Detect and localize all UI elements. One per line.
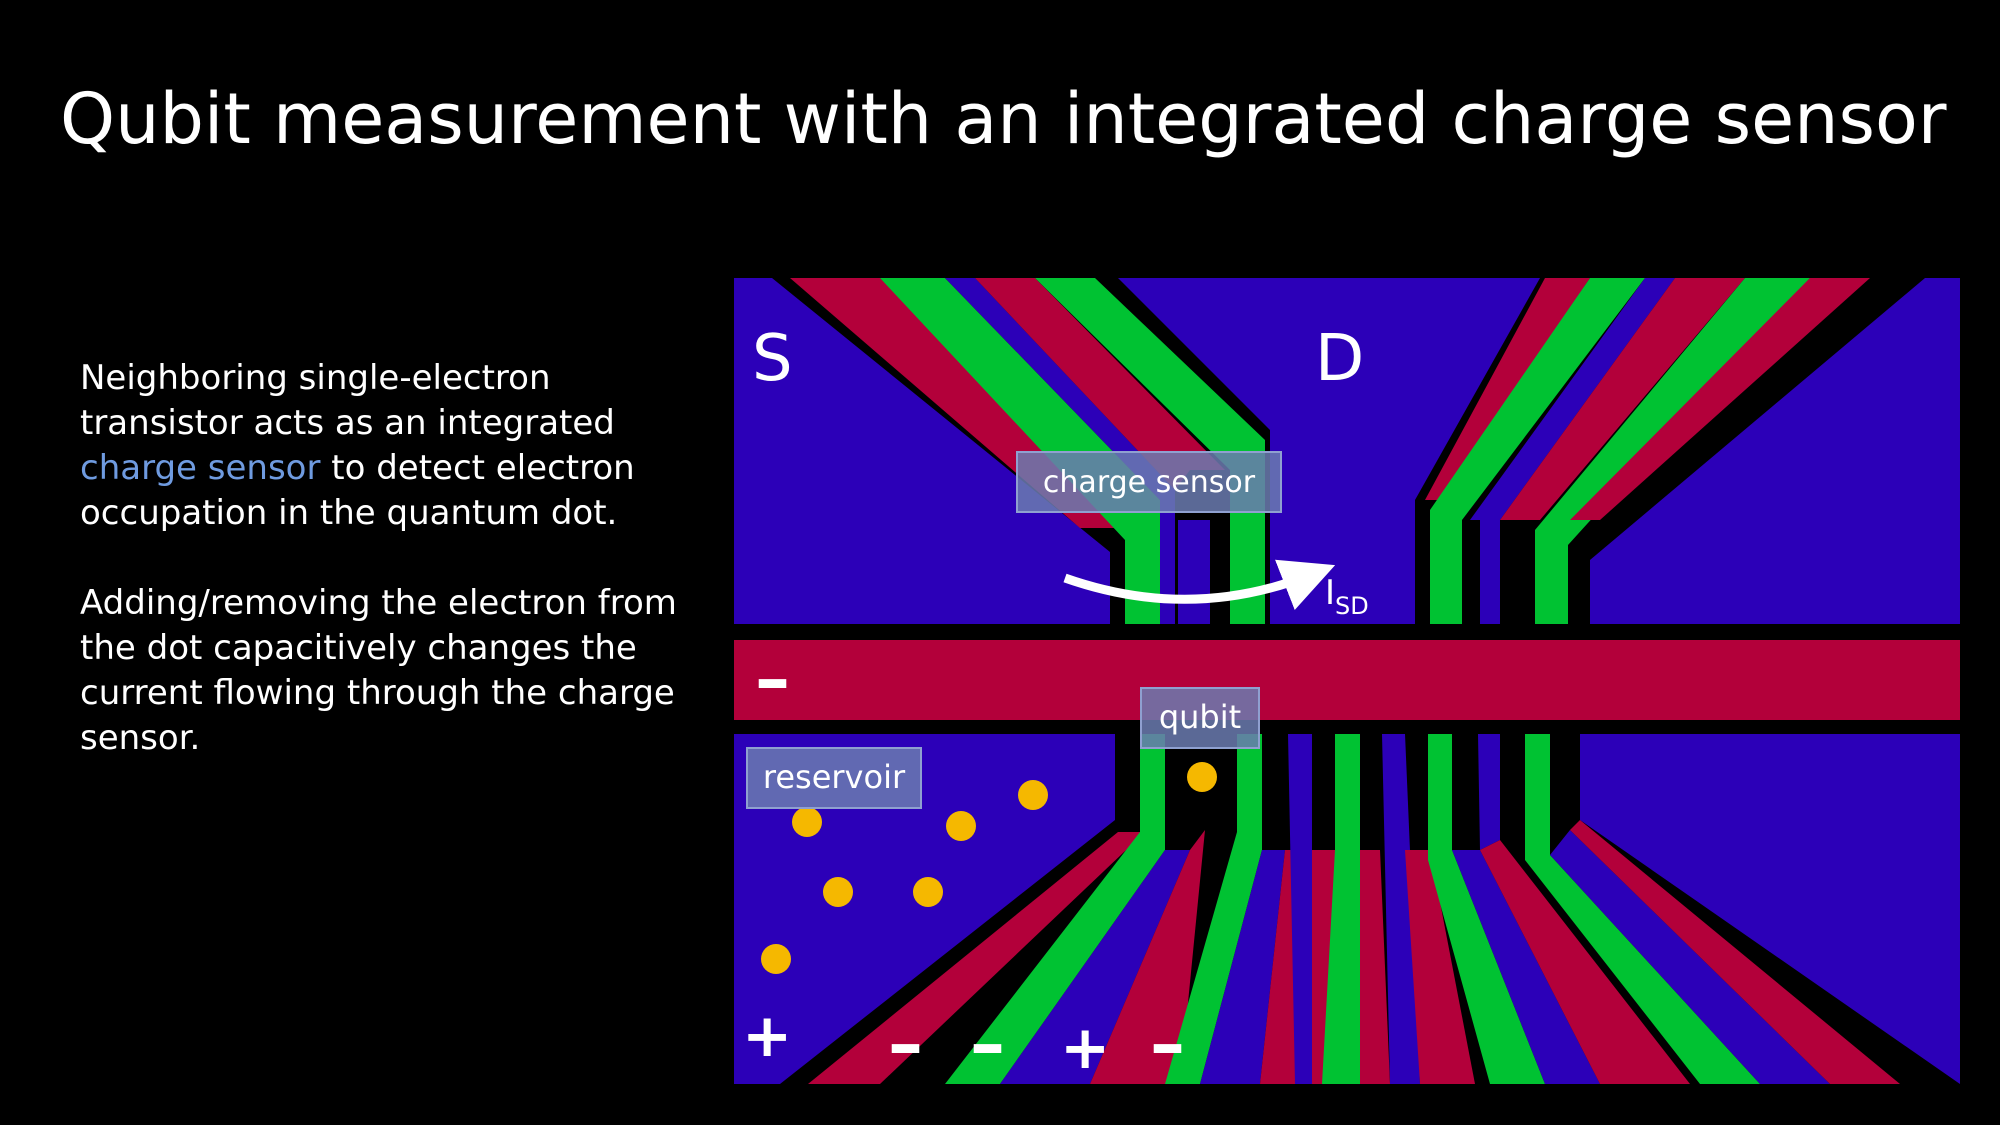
- fan-blue-4: [1382, 734, 1420, 1084]
- slide-title: Qubit measurement with an integrated cha…: [60, 78, 1947, 160]
- qubit-box: [1140, 687, 1260, 749]
- fan-red-6: [1405, 850, 1475, 1084]
- right-red-band-2: [1500, 278, 1745, 520]
- barrier-gate: [734, 640, 1960, 720]
- gate-sign-4: –: [1150, 1003, 1185, 1085]
- fan-blue-2: [1200, 850, 1285, 1084]
- electron: [1018, 780, 1048, 810]
- right-blue-gap: [1480, 520, 1500, 624]
- bottom-region: [734, 734, 1960, 1084]
- left-red-band-2: [975, 278, 1225, 490]
- gate-sign-3: +: [1060, 1013, 1110, 1083]
- gate-sign-2: –: [970, 1003, 1005, 1085]
- fan-red-7: [1480, 840, 1690, 1084]
- qubit-electron: [1187, 762, 1217, 792]
- fan-red-3: [1260, 850, 1300, 1084]
- qubit-label: qubit: [1159, 698, 1241, 736]
- current-main: I: [1325, 573, 1335, 613]
- right-red-band-1: [1425, 278, 1590, 500]
- charge-sensor-callout: charge sensor: [1016, 451, 1282, 513]
- drain-label: D: [1315, 322, 1364, 396]
- electron: [823, 877, 853, 907]
- reservoir-callout: reservoir: [746, 747, 922, 809]
- charge-sensor-label: charge sensor: [1043, 465, 1256, 500]
- right-blue-band-1: [1470, 278, 1675, 520]
- description: Neighboring single-electron transistor a…: [80, 356, 680, 806]
- charge-sensor-box: [1016, 451, 1282, 513]
- current-sub: SD: [1335, 592, 1369, 620]
- fan-blue-1: [1000, 850, 1190, 1084]
- fan-green-5: [1525, 734, 1760, 1084]
- qubit-callout: qubit: [1140, 687, 1260, 749]
- fan-red-8: [1570, 820, 1900, 1084]
- right-green-band-2: [1535, 278, 1810, 624]
- current-label: ISD: [1325, 573, 1369, 620]
- current-arrow: [1063, 559, 1336, 610]
- reservoir-sign: +: [742, 1001, 792, 1071]
- paragraph1-text-end: to detect electron occupation in the qua…: [80, 448, 635, 533]
- fan-red-5: [1360, 850, 1390, 1084]
- fan-red-1: [808, 832, 1145, 1084]
- fan-blue-3: [1288, 734, 1312, 1084]
- paragraph-capacitive: Adding/removing the electron from the do…: [80, 583, 677, 758]
- fan-blue-6: [1478, 734, 1500, 850]
- fan-green-3: [1322, 734, 1360, 1084]
- electron: [792, 807, 822, 837]
- source-label: S: [752, 322, 793, 396]
- fan-green-4: [1428, 734, 1545, 1084]
- barrier-sign: –: [755, 638, 790, 720]
- electron: [946, 811, 976, 841]
- reservoir-box: [746, 747, 922, 809]
- fan-green-1: [945, 734, 1165, 1084]
- fan-blue-5: [1452, 850, 1600, 1084]
- electron: [761, 944, 791, 974]
- right-red-band-3: [1570, 278, 1870, 520]
- fan-green-2: [1165, 734, 1262, 1084]
- paragraph-charge-sensor: Neighboring single-electron transistor a…: [80, 356, 680, 536]
- paragraph1-text: Neighboring single-electron transistor a…: [80, 358, 615, 443]
- fan-red-2: [1090, 830, 1205, 1084]
- fan-blue-7: [1550, 830, 1830, 1084]
- right-green-band-1: [1430, 278, 1645, 624]
- charge-sensor-highlight: charge sensor: [80, 448, 321, 488]
- left-blue-band-2: [1178, 520, 1210, 624]
- reservoir-label: reservoir: [763, 758, 906, 796]
- gate-sign-1: –: [888, 1003, 923, 1085]
- electron: [913, 877, 943, 907]
- electrons: [761, 762, 1217, 974]
